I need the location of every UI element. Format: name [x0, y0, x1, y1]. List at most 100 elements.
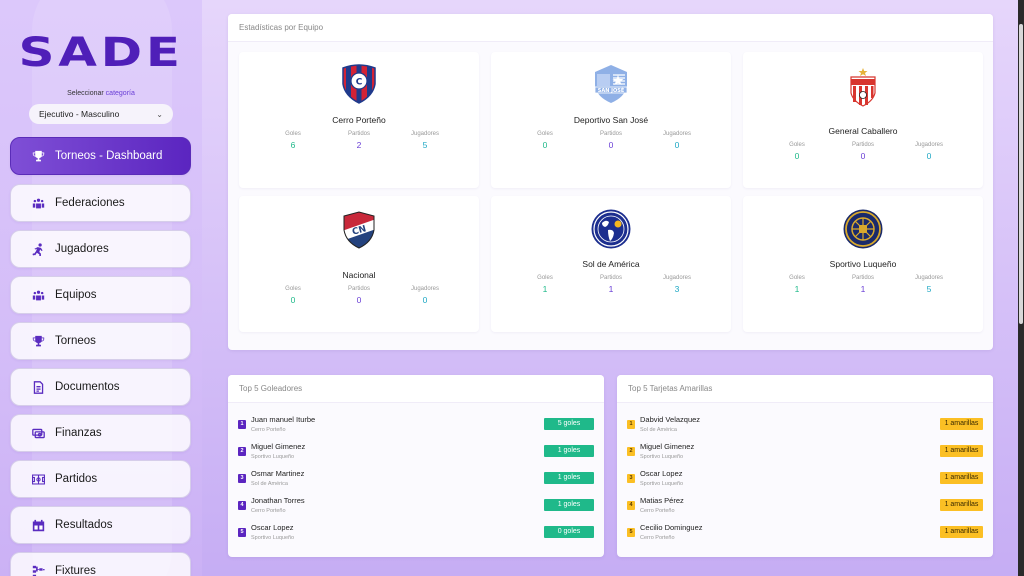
player-team: Cerro Porteño	[640, 535, 675, 541]
yellow-card-row[interactable]: 5 Cecilio Dominguez Cerro Porteño 1 amar…	[627, 523, 983, 549]
player-team: Sportivo Luqueño	[251, 454, 295, 460]
sportivo-luqueno-crest-icon	[843, 209, 883, 249]
rank-badge: 3	[238, 474, 246, 483]
scorer-row[interactable]: 1 Juan manuel Iturbe Cerro Porteño 5 gol…	[238, 415, 594, 441]
goals-badge: 5 goles	[544, 418, 594, 430]
sidebar-item-label: Jugadores	[55, 243, 109, 255]
team-name: Sol de América	[582, 259, 640, 269]
page-scrollbar[interactable]	[1018, 0, 1024, 576]
player-team: Cerro Porteño	[251, 508, 286, 514]
sidebar-item-documentos[interactable]: Documentos	[10, 368, 191, 406]
panel-title: Top 5 Goleadores	[228, 375, 604, 403]
scorer-row[interactable]: 5 Oscar Lopez Sportivo Luqueño 0 goles	[238, 523, 594, 549]
rank-badge: 2	[238, 447, 246, 456]
category-select-value: Ejecutivo - Masculino	[39, 109, 120, 119]
team-stats-panel: Estadísticas por Equipo C Cerro Porteño …	[228, 14, 993, 350]
sidebar-item-federaciones[interactable]: Federaciones	[10, 184, 191, 222]
sidebar-item-label: Torneos - Dashboard	[55, 150, 163, 162]
stat-goles: Goles 0	[789, 142, 805, 161]
team-card-nacional[interactable]: CN Nacional Goles 0 Partidos 0 Jugadores 0	[239, 196, 479, 332]
team-name: Sportivo Luqueño	[829, 259, 897, 269]
sidebar-item-jugadores[interactable]: Jugadores	[10, 230, 191, 268]
player-team: Sportivo Luqueño	[640, 454, 684, 460]
team-stats-row: Goles 0 Partidos 0 Jugadores 0	[239, 286, 479, 305]
scrollbar-thumb[interactable]	[1019, 24, 1023, 324]
stat-goles: Goles 1	[537, 275, 553, 294]
money-icon	[31, 426, 45, 440]
stat-partidos: Partidos 0	[347, 286, 370, 305]
top-yellow-cards-panel: Top 5 Tarjetas Amarillas 1 Dabvid Velazq…	[617, 375, 993, 557]
player-team: Sportivo Luqueño	[640, 481, 684, 487]
category-label: Seleccionar categoría	[0, 90, 202, 97]
sidebar-item-label: Resultados	[55, 519, 113, 531]
yellow-card-row[interactable]: 2 Miguel Gimenez Sportivo Luqueño 1 amar…	[627, 442, 983, 468]
team-card-sol-de-america[interactable]: Sol de América Goles 1 Partidos 1 Jugadore…	[491, 196, 731, 332]
sidebar-item-resultados[interactable]: Resultados	[10, 506, 191, 544]
scorer-row[interactable]: 4 Jonathan Torres Cerro Porteño 1 goles	[238, 496, 594, 522]
yellow-card-row[interactable]: 3 Oscar Lopez Sportivo Luqueño 1 amarill…	[627, 469, 983, 495]
san-jose-crest-icon: SAN JOSÉ	[594, 65, 628, 103]
sidebar-item-label: Equipos	[55, 289, 97, 301]
team-name: Deportivo San José	[573, 115, 649, 125]
scorer-row[interactable]: 2 Miguel Gimenez Sportivo Luqueño 1 gole…	[238, 442, 594, 468]
team-card-cerro-porteno[interactable]: C Cerro Porteño Goles 6 Partidos 2 Jugador…	[239, 52, 479, 188]
sidebar-item-label: Fixtures	[55, 565, 96, 576]
team-card-sportivo-luqueno[interactable]: Sportivo Luqueño Goles 1 Partidos 1 Jugado…	[743, 196, 983, 332]
player-name: Miguel Gimenez	[640, 442, 695, 451]
stat-jugadores: Jugadores 5	[410, 131, 440, 150]
document-icon	[31, 380, 45, 394]
sidebar-item-label: Federaciones	[55, 197, 125, 209]
goals-badge: 0 goles	[544, 526, 594, 538]
rank-badge: 4	[627, 501, 635, 510]
yellow-cards-badge: 1 amarillas	[940, 418, 983, 430]
stat-jugadores: Jugadores 3	[662, 275, 692, 294]
sidebar-item-partidos[interactable]: Partidos	[10, 460, 191, 498]
player-team: Sol de América	[251, 481, 288, 487]
team-card-general-caballero[interactable]: General Caballero Goles 0 Partidos 0 Jugad…	[743, 52, 983, 188]
sade-logo: SADE	[18, 32, 184, 74]
sidebar: SADE Seleccionar categoría Ejecutivo - M…	[0, 0, 202, 576]
stat-goles: Goles 1	[789, 275, 805, 294]
svg-text:SAN JOSÉ: SAN JOSÉ	[598, 86, 625, 94]
logo-text: SADE	[18, 30, 184, 76]
scorer-row[interactable]: 3 Osmar Martinez Sol de América 1 goles	[238, 469, 594, 495]
yellow-card-row[interactable]: 1 Dabvid Velazquez Sol de América 1 amar…	[627, 415, 983, 441]
sidebar-item-equipos[interactable]: Equipos	[10, 276, 191, 314]
category-label-prefix: Seleccionar	[67, 90, 104, 97]
sidebar-item-finanzas[interactable]: Finanzas	[10, 414, 191, 452]
yellow-cards-badge: 1 amarillas	[940, 499, 983, 511]
team-stats-row: Goles 6 Partidos 2 Jugadores 5	[239, 131, 479, 150]
team-card-deportivo-san-jose[interactable]: SAN JOSÉ Deportivo San José Goles 0 Parti…	[491, 52, 731, 188]
stat-partidos: Partidos 0	[851, 142, 874, 161]
panel-title: Top 5 Tarjetas Amarillas	[617, 375, 993, 403]
team-stats-row: Goles 0 Partidos 0 Jugadores 0	[743, 142, 983, 161]
svg-text:C: C	[356, 78, 363, 88]
player-name: Jonathan Torres	[251, 496, 305, 505]
stat-jugadores: Jugadores 0	[662, 131, 692, 150]
stat-partidos: Partidos 2	[347, 131, 370, 150]
stat-partidos: Partidos 0	[599, 131, 622, 150]
category-select[interactable]: Ejecutivo - Masculino ⌄	[29, 104, 173, 124]
player-running-icon	[31, 242, 45, 256]
rank-badge: 2	[627, 447, 635, 456]
team-name: Cerro Porteño	[332, 115, 386, 125]
player-team: Sportivo Luqueño	[251, 535, 295, 541]
field-icon	[31, 472, 45, 486]
sidebar-item-label: Finanzas	[55, 427, 102, 439]
rank-badge: 4	[238, 501, 246, 510]
nacional-crest-icon: CN	[343, 211, 375, 249]
chevron-down-icon: ⌄	[156, 109, 163, 119]
rank-badge: 1	[238, 420, 246, 429]
stat-goles: Goles 0	[285, 286, 301, 305]
sidebar-item-torneos[interactable]: Torneos	[10, 322, 191, 360]
player-name: Oscar Lopez	[640, 469, 683, 478]
sidebar-item-torneos-dashboard[interactable]: Torneos - Dashboard	[10, 137, 191, 175]
rank-badge: 5	[238, 528, 246, 537]
general-caballero-crest-icon	[850, 68, 876, 107]
bracket-icon	[31, 564, 45, 576]
player-name: Cecilio Dominguez	[640, 523, 703, 532]
player-team: Sol de América	[640, 427, 677, 433]
yellow-card-row[interactable]: 4 Matias Pérez Cerro Porteño 1 amarillas	[627, 496, 983, 522]
yellow-cards-badge: 1 amarillas	[940, 472, 983, 484]
sidebar-item-fixtures[interactable]: Fixtures	[10, 552, 191, 576]
